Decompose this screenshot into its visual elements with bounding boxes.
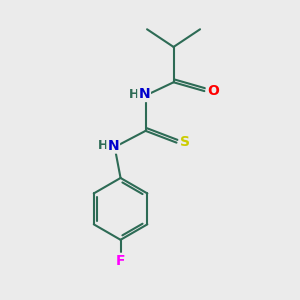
Text: S: S <box>180 135 190 149</box>
Text: F: F <box>116 254 125 268</box>
Text: N: N <box>138 87 150 101</box>
Text: H: H <box>129 88 140 100</box>
Text: H: H <box>98 139 109 152</box>
Text: O: O <box>207 83 219 98</box>
Text: N: N <box>107 139 119 153</box>
